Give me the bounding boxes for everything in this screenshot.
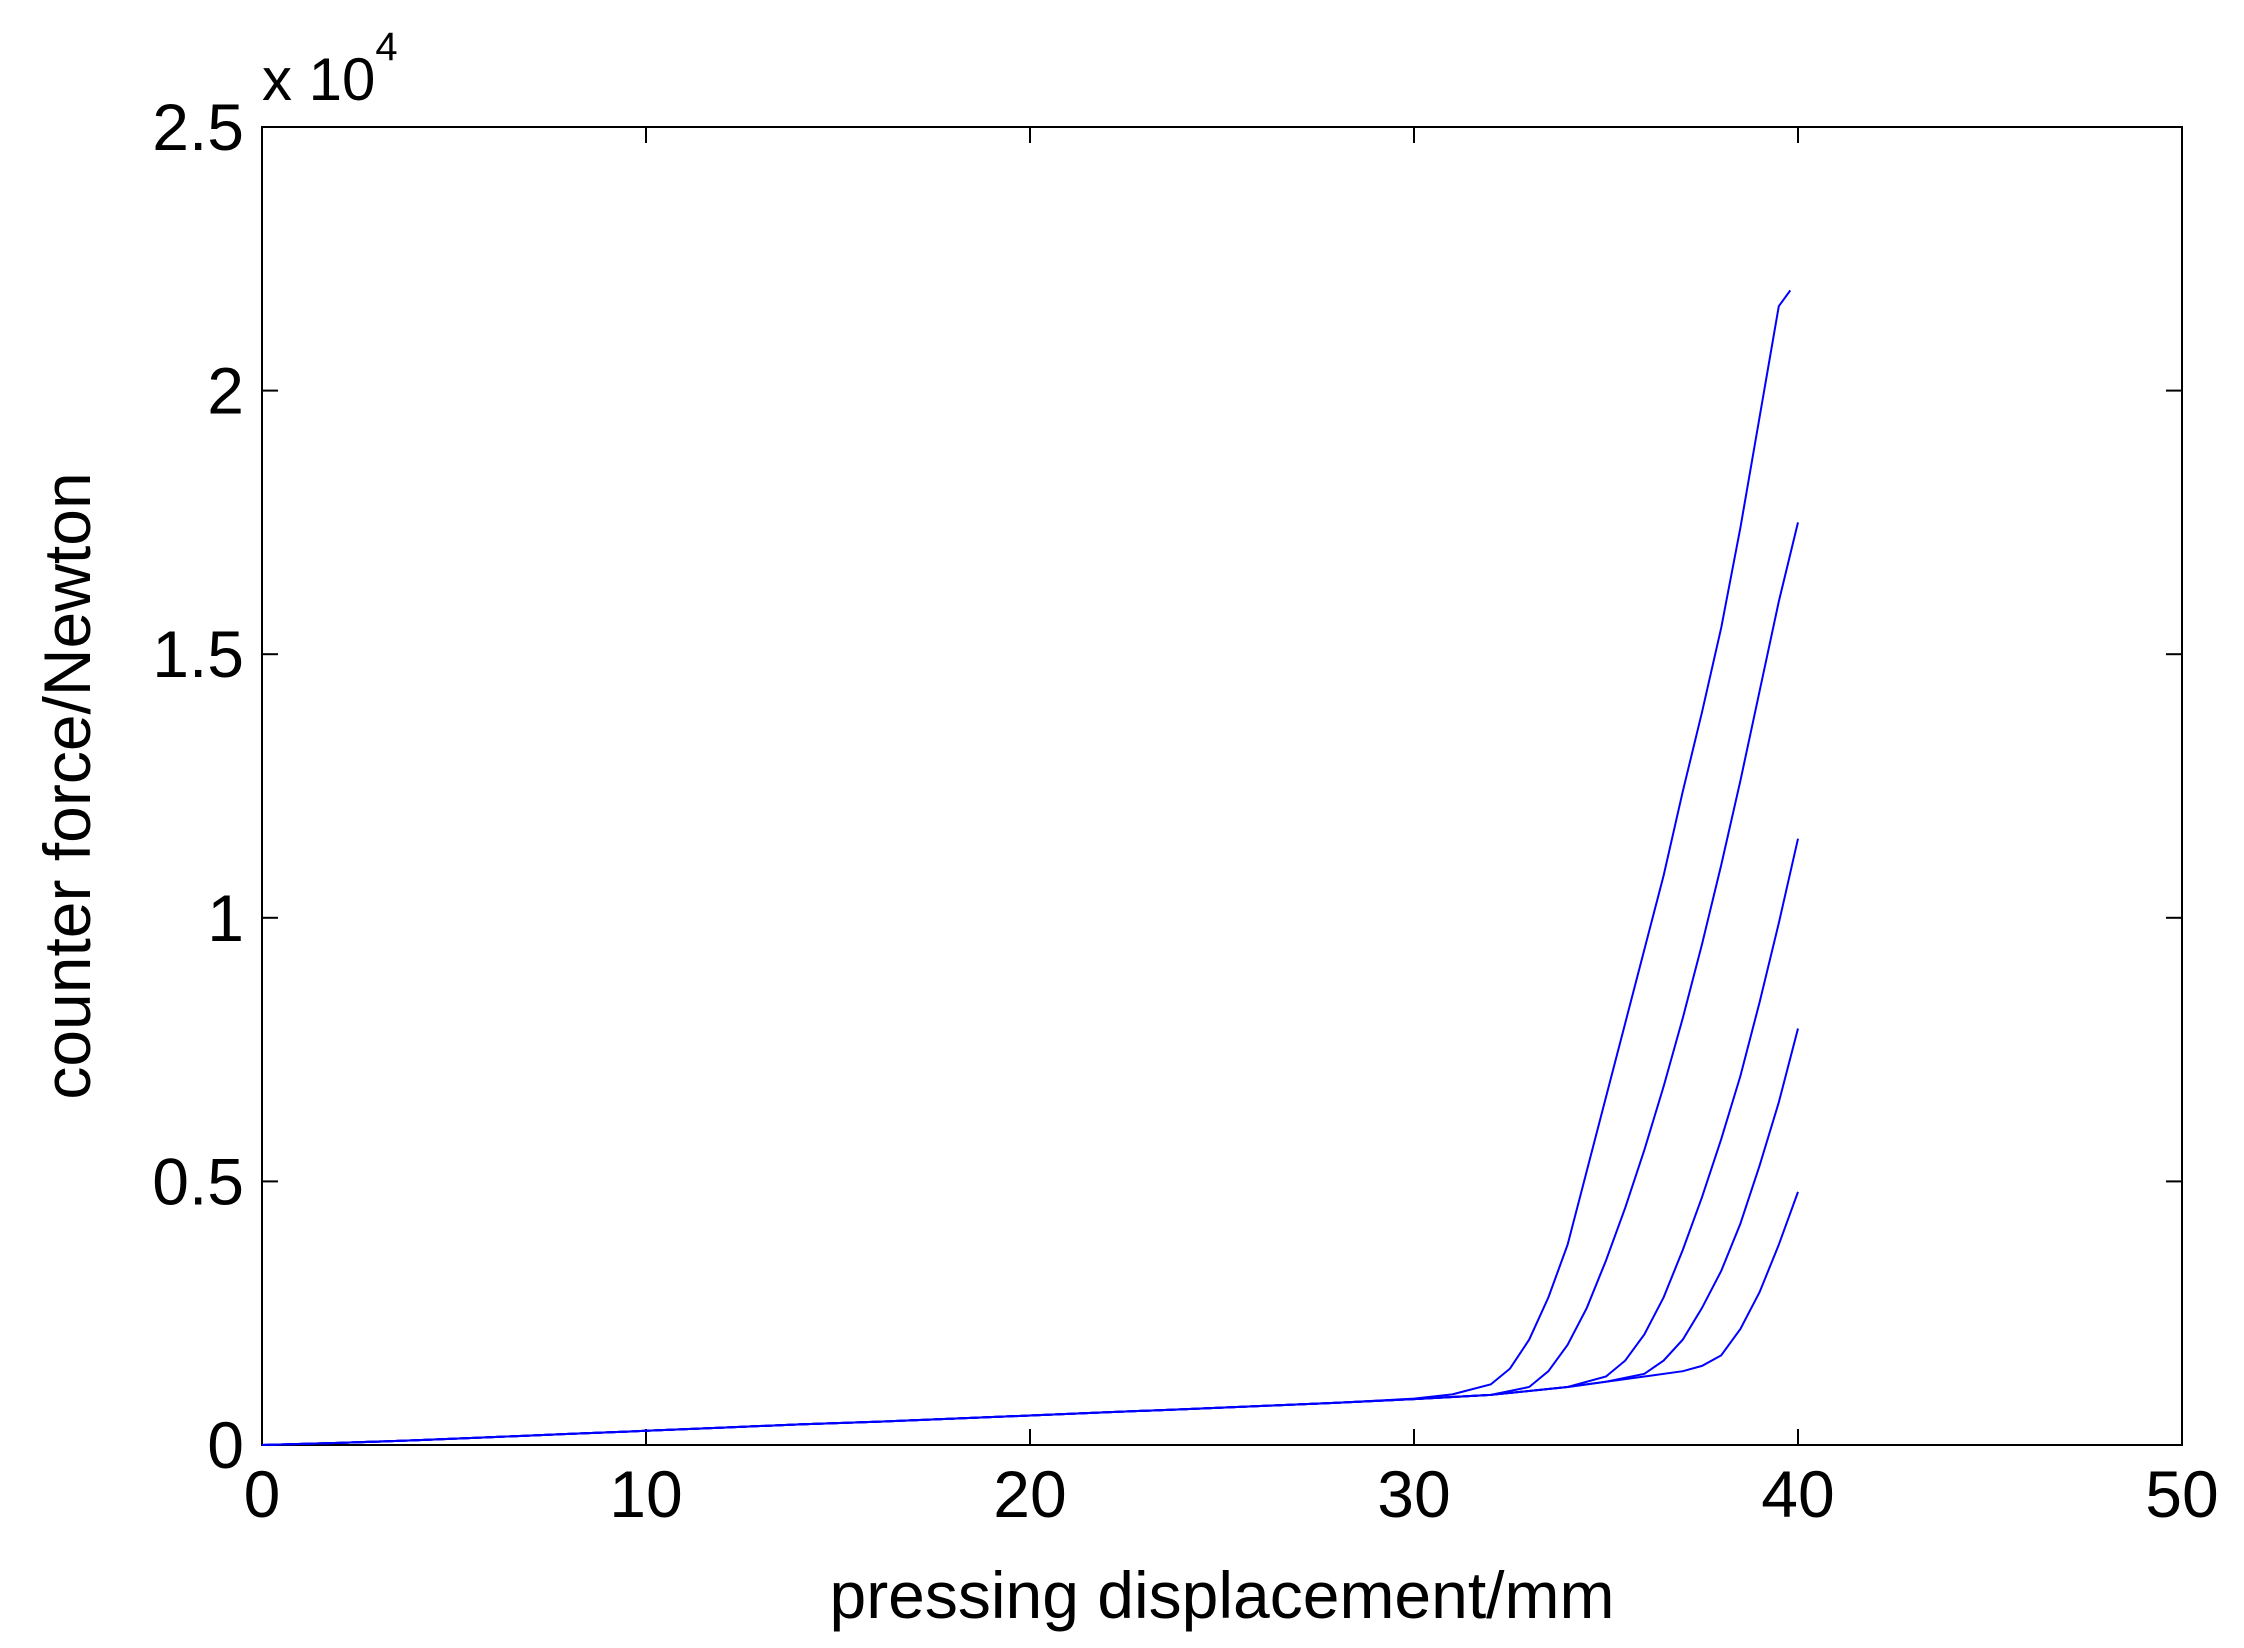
series-line xyxy=(261,838,1799,1446)
y-tick-label: 2 xyxy=(207,354,244,428)
y-tick-label: 0 xyxy=(207,1408,244,1482)
y-tick-label: 1.5 xyxy=(152,617,244,691)
y-axis-label: counter force/Newton xyxy=(30,472,104,1099)
y-multiplier-base: x 10 xyxy=(262,46,375,113)
series-line xyxy=(261,1191,1799,1446)
y-tick-labels: 0 0.5 1 1.5 2 2.5 xyxy=(152,90,244,1482)
y-multiplier-exponent: 4 xyxy=(375,25,397,69)
y-tick-label: 2.5 xyxy=(152,90,244,164)
x-tick-label: 50 xyxy=(2145,1457,2218,1531)
x-tick-label: 20 xyxy=(993,1457,1066,1531)
x-axis-label: pressing displacement/mm xyxy=(830,1558,1615,1632)
plot-frame xyxy=(261,126,2183,1446)
x-tick-label: 0 xyxy=(244,1457,281,1531)
series-line xyxy=(261,1028,1799,1446)
x-tick-labels: 0 10 20 30 40 50 xyxy=(244,1457,2219,1531)
y-tick-label: 0.5 xyxy=(152,1144,244,1218)
y-multiplier: x 104 xyxy=(262,25,398,113)
series-lines xyxy=(261,289,1799,1446)
series-line xyxy=(261,289,1792,1446)
x-tick-label: 30 xyxy=(1377,1457,1450,1531)
x-tick-label: 10 xyxy=(609,1457,682,1531)
series-line xyxy=(261,522,1799,1446)
y-tick-label: 1 xyxy=(207,881,244,955)
tick-marks xyxy=(261,126,2183,1446)
x-tick-label: 40 xyxy=(1761,1457,1834,1531)
